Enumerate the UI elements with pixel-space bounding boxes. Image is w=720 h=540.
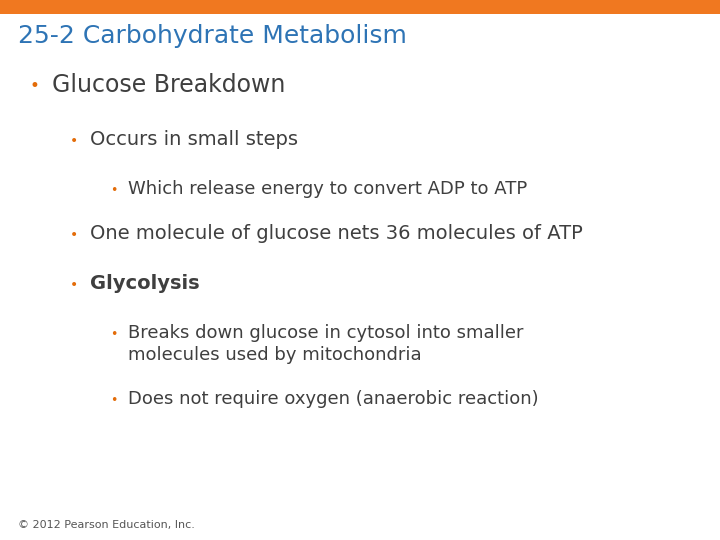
Text: •: • xyxy=(70,278,78,292)
Text: •: • xyxy=(70,228,78,242)
Text: Does not require oxygen (anaerobic reaction): Does not require oxygen (anaerobic react… xyxy=(128,390,539,408)
Text: Occurs in small steps: Occurs in small steps xyxy=(90,130,298,149)
Text: © 2012 Pearson Education, Inc.: © 2012 Pearson Education, Inc. xyxy=(18,520,195,530)
Text: •: • xyxy=(70,134,78,148)
Text: Glucose Breakdown: Glucose Breakdown xyxy=(52,73,285,97)
Text: •: • xyxy=(110,394,117,407)
Text: •: • xyxy=(110,328,117,341)
Text: Breaks down glucose in cytosol into smaller
molecules used by mitochondria: Breaks down glucose in cytosol into smal… xyxy=(128,324,523,363)
Text: Glycolysis: Glycolysis xyxy=(90,274,199,293)
Text: One molecule of glucose nets 36 molecules of ATP: One molecule of glucose nets 36 molecule… xyxy=(90,224,582,243)
Text: •: • xyxy=(110,184,117,197)
Text: Which release energy to convert ADP to ATP: Which release energy to convert ADP to A… xyxy=(128,180,527,198)
Text: •: • xyxy=(30,77,40,95)
Text: 25-2 Carbohydrate Metabolism: 25-2 Carbohydrate Metabolism xyxy=(18,24,407,48)
